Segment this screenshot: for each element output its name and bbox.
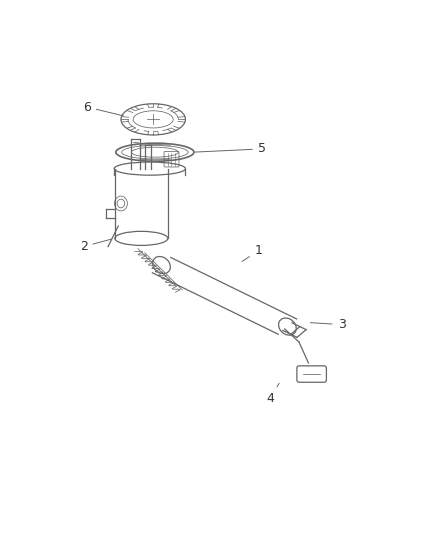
Text: 5: 5 [195,142,266,156]
Text: 2: 2 [80,239,112,253]
Text: 3: 3 [311,318,346,331]
Text: 6: 6 [83,101,124,116]
Text: 1: 1 [242,244,262,262]
Text: 4: 4 [266,383,279,405]
